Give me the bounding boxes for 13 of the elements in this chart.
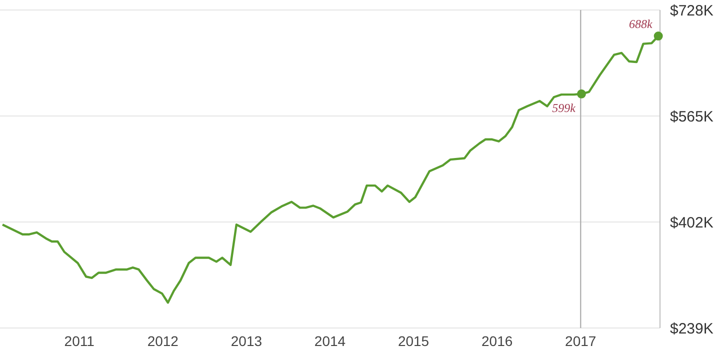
x-tick-label: 2011 xyxy=(64,332,95,349)
x-tick-label: 2015 xyxy=(398,332,430,349)
y-tick-label: $239K xyxy=(670,320,714,338)
x-tick-label: 2012 xyxy=(147,332,179,349)
annotation: 599k xyxy=(552,100,576,115)
x-tick-label: 2014 xyxy=(314,332,346,349)
annotation: 688k xyxy=(629,17,653,32)
y-tick-label: $565K xyxy=(670,108,714,126)
x-tick-label: 2013 xyxy=(230,332,262,349)
x-tick-label: 2017 xyxy=(565,332,596,349)
y-tick-label: $402K xyxy=(670,214,714,232)
x-tick-label: 2016 xyxy=(482,332,513,349)
y-tick-label: $728K xyxy=(670,2,714,20)
